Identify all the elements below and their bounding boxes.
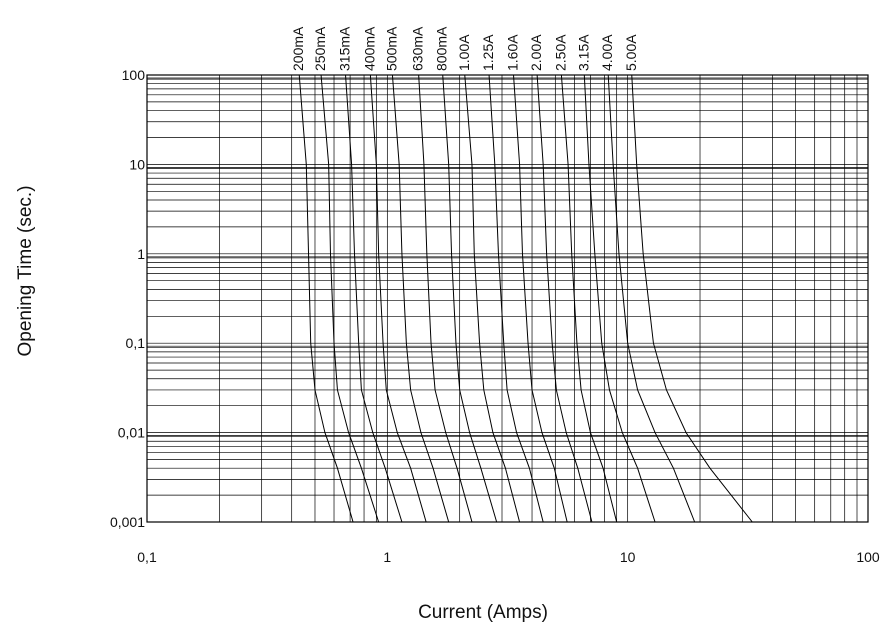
grid xyxy=(146,74,869,523)
x-axis-label: Current (Amps) xyxy=(418,602,548,623)
curve-2-00a xyxy=(536,74,593,523)
curve-2-50a xyxy=(560,74,618,523)
y-tick-label: 0,1 xyxy=(126,335,146,351)
series-label-400ma: 400mA xyxy=(361,26,377,71)
x-tick-label: 10 xyxy=(620,549,636,565)
curve-800ma xyxy=(442,74,498,523)
plot-frame xyxy=(146,74,869,523)
series-label-1-25a: 1.25A xyxy=(480,34,496,71)
series-label-2-50a: 2.50A xyxy=(552,34,568,71)
curve-1-60a xyxy=(513,74,568,523)
series-label-200ma: 200mA xyxy=(290,26,306,71)
curve-4-00a xyxy=(607,74,696,523)
series-label-630ma: 630mA xyxy=(410,26,426,71)
x-tick-label: 0,1 xyxy=(137,549,157,565)
curves xyxy=(298,74,753,523)
x-tick-labels: 0,1 1 10 100 xyxy=(137,549,880,565)
series-label-1-60a: 1.60A xyxy=(505,34,521,71)
y-tick-label: 100 xyxy=(122,67,146,83)
curve-500ma xyxy=(391,74,450,523)
curve-3-15a xyxy=(583,74,656,523)
curve-400ma xyxy=(369,74,427,523)
curve-1-00a xyxy=(464,74,521,523)
curve-630ma xyxy=(418,74,473,523)
curve-250ma xyxy=(320,74,380,523)
series-label-3-15a: 3.15A xyxy=(575,34,591,71)
curve-315ma xyxy=(345,74,403,523)
series-label-250ma: 250mA xyxy=(312,26,328,71)
curve-1-25a xyxy=(488,74,544,523)
y-tick-labels: 100 10 1 0,1 0,01 0,001 xyxy=(110,67,145,530)
curve-200ma xyxy=(298,74,354,523)
y-tick-label: 10 xyxy=(129,156,145,172)
series-label-500ma: 500mA xyxy=(383,26,399,71)
series-label-4-00a: 4.00A xyxy=(599,34,615,71)
y-tick-label: 1 xyxy=(137,246,145,262)
y-tick-label: 0,001 xyxy=(110,514,145,530)
x-tick-label: 100 xyxy=(856,549,880,565)
x-tick-label: 1 xyxy=(383,549,391,565)
curve-5-00a xyxy=(631,74,753,523)
series-label-315ma: 315mA xyxy=(337,26,353,71)
y-axis-label: Opening Time (sec.) xyxy=(15,185,36,356)
series-label-5-00a: 5.00A xyxy=(623,34,639,71)
series-label-1-00a: 1.00A xyxy=(456,34,472,71)
series-label-800ma: 800mA xyxy=(434,26,450,71)
series-label-2-00a: 2.00A xyxy=(528,34,544,71)
y-tick-label: 0,01 xyxy=(118,425,145,441)
series-labels: 200mA 250mA 315mA 400mA 500mA 630mA 800mA 1.00A… xyxy=(290,26,639,71)
